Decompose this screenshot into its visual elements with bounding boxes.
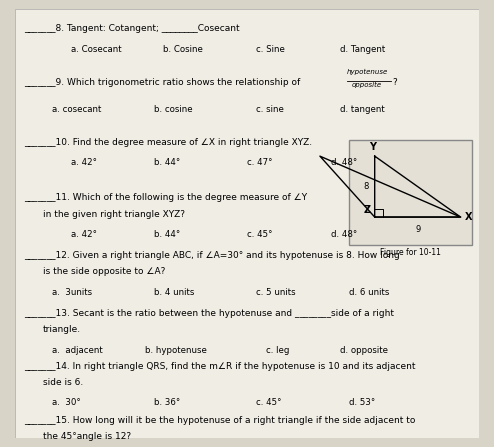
Text: d. 53°: d. 53° (349, 398, 375, 407)
Text: Figure for 10-11: Figure for 10-11 (380, 249, 441, 257)
Text: a.  3units: a. 3units (52, 288, 92, 297)
Text: _______9. Which trigonometric ratio shows the relationship of: _______9. Which trigonometric ratio show… (24, 78, 300, 87)
Text: 9: 9 (415, 225, 420, 234)
Text: a. Cosecant: a. Cosecant (71, 45, 121, 54)
Text: _______11. Which of the following is the degree measure of ∠Y: _______11. Which of the following is the… (24, 194, 307, 202)
Text: d. Tangent: d. Tangent (340, 45, 385, 54)
Text: a. cosecant: a. cosecant (52, 105, 101, 114)
Text: a. 42°: a. 42° (71, 230, 96, 239)
Text: d. tangent: d. tangent (340, 105, 385, 114)
Text: Y: Y (369, 142, 376, 152)
Text: d. 6 units: d. 6 units (349, 288, 390, 297)
Text: hypotenuse: hypotenuse (347, 69, 388, 76)
Text: _______13. Secant is the ratio between the hypotenuse and ________side of a righ: _______13. Secant is the ratio between t… (24, 309, 394, 318)
Text: _______10. Find the degree measure of ∠X in right triangle XYZ.: _______10. Find the degree measure of ∠X… (24, 138, 312, 147)
Text: a. 42°: a. 42° (71, 158, 96, 167)
Bar (349, 140, 472, 245)
Text: Z: Z (364, 205, 371, 215)
Text: c. 45°: c. 45° (256, 398, 282, 407)
Text: b. 4 units: b. 4 units (154, 288, 195, 297)
Text: side is 6.: side is 6. (42, 378, 83, 387)
Text: d. 48°: d. 48° (330, 230, 357, 239)
Text: _______12. Given a right triangle ABC, if ∠A=30° and its hypotenuse is 8. How lo: _______12. Given a right triangle ABC, i… (24, 251, 400, 261)
Text: opposite: opposite (351, 82, 381, 88)
Text: the 45°angle is 12?: the 45°angle is 12? (42, 432, 131, 441)
Text: b. cosine: b. cosine (154, 105, 193, 114)
Text: triangle.: triangle. (42, 325, 81, 334)
Text: a.  adjacent: a. adjacent (52, 346, 103, 355)
Text: _______15. How long will it be the hypotenuse of a right triangle if the side ad: _______15. How long will it be the hypot… (24, 416, 415, 425)
Text: d. opposite: d. opposite (340, 346, 388, 355)
Text: _______8. Tangent: Cotangent; ________Cosecant: _______8. Tangent: Cotangent; ________Co… (24, 24, 240, 33)
Text: b. hypotenuse: b. hypotenuse (145, 346, 206, 355)
Text: c. 5 units: c. 5 units (256, 288, 296, 297)
Text: d. 48°: d. 48° (330, 158, 357, 167)
Text: _______14. In right triangle QRS, find the m∠R if the hypotenuse is 10 and its a: _______14. In right triangle QRS, find t… (24, 362, 415, 371)
Text: 8: 8 (364, 182, 369, 191)
Text: c. Sine: c. Sine (256, 45, 285, 54)
Text: is the side opposite to ∠A?: is the side opposite to ∠A? (42, 267, 165, 276)
Text: b. 36°: b. 36° (154, 398, 180, 407)
Text: ?: ? (392, 78, 397, 87)
Text: b. 44°: b. 44° (154, 158, 180, 167)
Text: a.  30°: a. 30° (52, 398, 81, 407)
Text: c. 45°: c. 45° (247, 230, 273, 239)
Text: c. leg: c. leg (266, 346, 289, 355)
Text: in the given right triangle XYZ?: in the given right triangle XYZ? (42, 210, 185, 219)
Text: c. 47°: c. 47° (247, 158, 273, 167)
Text: X: X (464, 212, 472, 222)
Text: b. Cosine: b. Cosine (164, 45, 204, 54)
Text: c. sine: c. sine (256, 105, 284, 114)
Text: b. 44°: b. 44° (154, 230, 180, 239)
